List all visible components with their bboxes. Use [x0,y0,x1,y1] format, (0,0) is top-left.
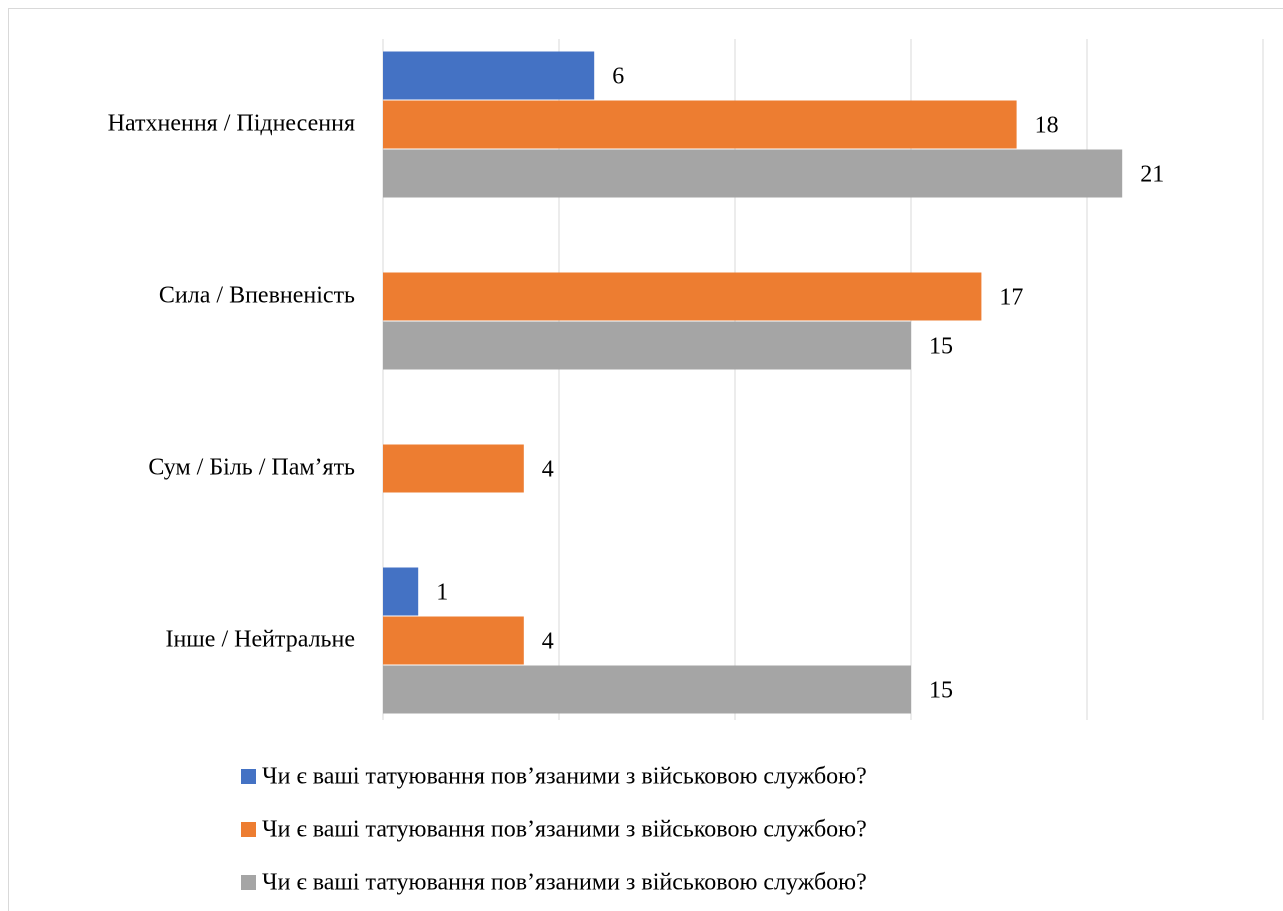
bar [383,444,524,493]
data-label: 18 [1035,113,1059,139]
category-label: Сила / Впевненість [159,283,355,309]
data-label: 6 [612,64,624,90]
bar [383,567,419,616]
data-label: 15 [929,678,953,704]
legend-label: Чи є ваші татуювання пов’язаними з війсь… [262,817,867,843]
legend-label: Чи є ваші татуювання пов’язаними з війсь… [262,870,867,896]
category-label: Натхнення / Піднесення [108,111,355,137]
data-label: 17 [999,285,1023,311]
bar [383,272,982,321]
bar [383,51,595,100]
bar [383,616,524,665]
category-label: Інше / Нейтральне [165,627,355,653]
bar [383,665,911,714]
category-label: Сум / Біль / Пам’ять [148,455,355,481]
legend-swatch [241,822,256,837]
data-label: 21 [1140,162,1164,188]
data-label: 15 [929,334,953,360]
chart-frame [8,8,1283,911]
data-label: 4 [542,629,554,655]
bar [383,100,1017,149]
legend-swatch [241,875,256,890]
legend-label: Чи є ваші татуювання пов’язаними з війсь… [262,764,867,790]
bar [383,321,911,370]
legend-swatch [241,769,256,784]
data-label: 1 [436,580,448,606]
data-label: 4 [542,457,554,483]
bar [383,149,1123,198]
